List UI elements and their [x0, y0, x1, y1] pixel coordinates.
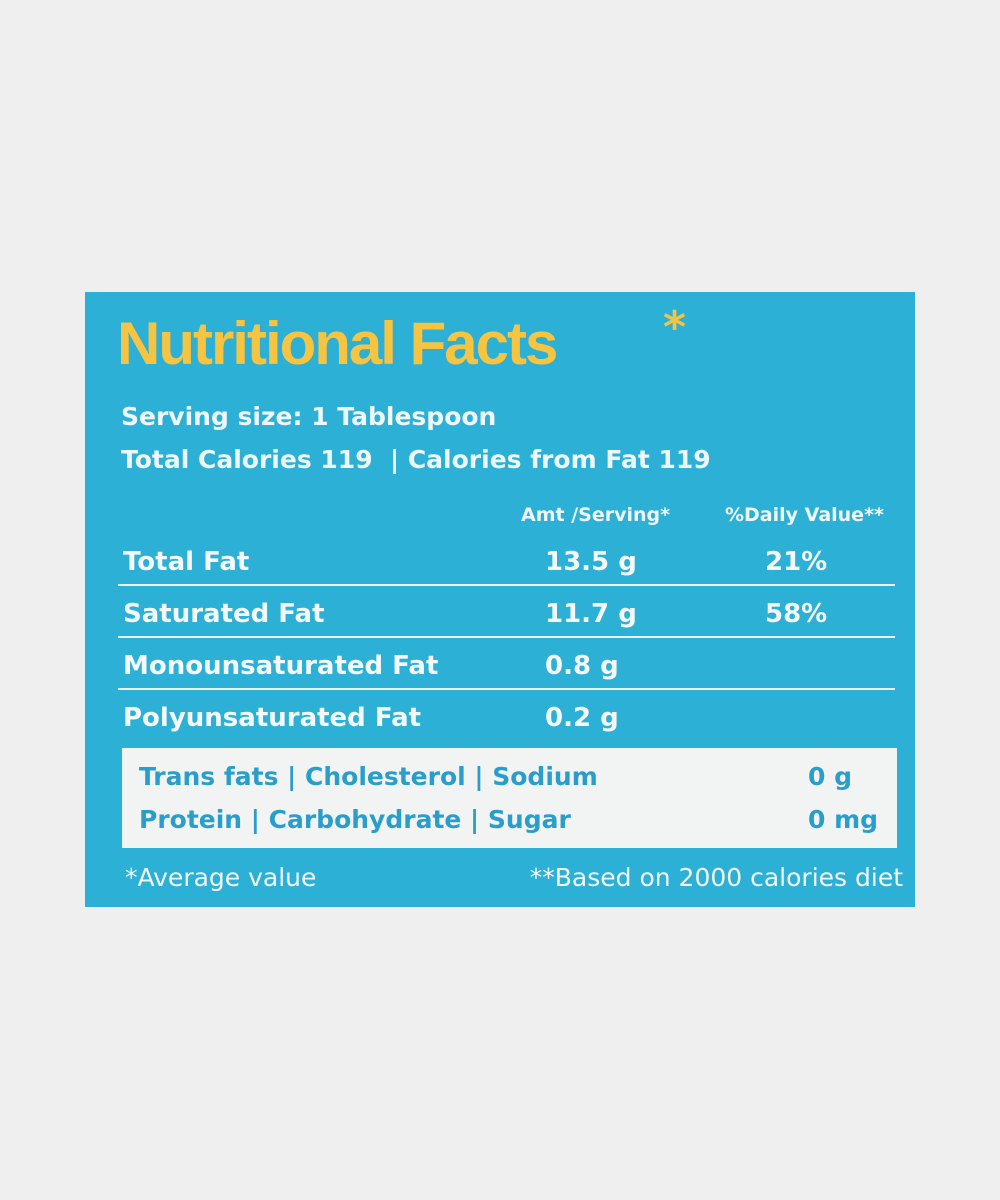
- serving-size: Serving size: 1 Tablespoon: [121, 402, 497, 431]
- daily-value: 21%: [765, 547, 828, 577]
- amount: 13.5 g: [545, 547, 637, 577]
- amount: 11.7 g: [545, 599, 637, 629]
- footnote: *Average value: [125, 863, 317, 892]
- calories: Total Calories 119 | Calories from Fat 1…: [121, 445, 711, 474]
- title: Nutritional Facts: [117, 310, 558, 377]
- nutrition-label: Nutritional Facts * Serving size: 1 Tabl…: [85, 292, 915, 907]
- footnote: **Based on 2000 calories diet: [529, 863, 903, 892]
- row-separator: [118, 584, 895, 586]
- row-separator: [118, 688, 895, 690]
- nutrient: Saturated Fat: [123, 599, 325, 629]
- box-label: Trans fats | Cholesterol | Sodium: [139, 762, 598, 791]
- amount-header: Amt /Serving*: [521, 504, 671, 526]
- nutrient: Total Fat: [123, 547, 250, 577]
- amount: 0.2 g: [545, 703, 619, 733]
- nutrient: Monounsaturated Fat: [123, 651, 439, 681]
- row-separator: [118, 636, 895, 638]
- summary-box: Trans fats | Cholesterol | Sodium 0 g Prot…: [122, 748, 897, 848]
- amount: 0.8 g: [545, 651, 619, 681]
- title-mark: *: [663, 302, 687, 353]
- daily-header: %Daily Value**: [725, 504, 884, 526]
- box-value: 0 g: [808, 762, 852, 791]
- nutrient: Polyunsaturated Fat: [123, 703, 422, 733]
- box-label: Protein | Carbohydrate | Sugar: [139, 805, 571, 834]
- box-value: 0 mg: [808, 805, 879, 834]
- daily-value: 58%: [765, 599, 828, 629]
